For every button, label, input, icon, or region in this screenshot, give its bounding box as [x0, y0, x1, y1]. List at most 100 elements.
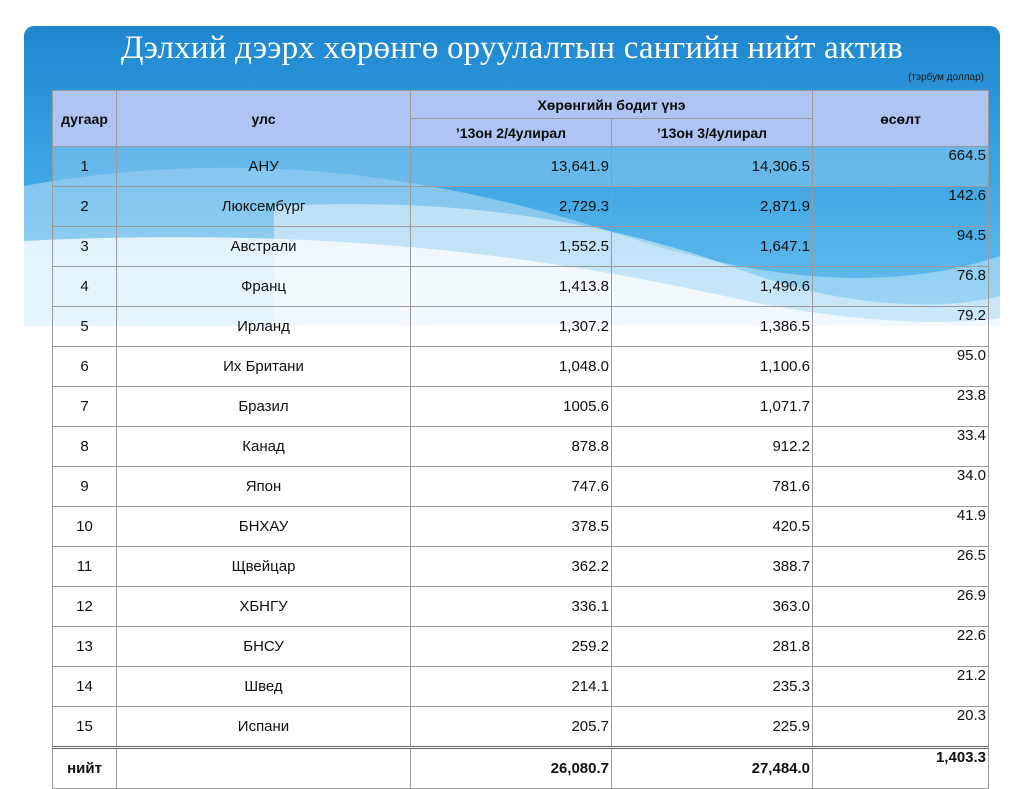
total-country-cell: [116, 746, 411, 789]
row-growth: 95.0: [812, 346, 990, 387]
row-num: 15: [52, 706, 117, 748]
header-num: дугаар: [52, 90, 117, 147]
table-row: 12 ХБНГУ 336.1 363.0 26.9: [52, 586, 990, 627]
row-q3: 1,071.7: [610, 386, 814, 427]
total-row: нийт 26,080.7 27,484.0 1,403.3: [52, 746, 990, 789]
row-growth: 22.6: [812, 626, 990, 667]
row-num: 3: [52, 226, 117, 267]
row-q2: 747.6: [410, 466, 612, 507]
row-country: БНСУ: [116, 626, 411, 667]
row-q3: 1,386.5: [610, 306, 814, 347]
table-row: 10 БНХАУ 378.5 420.5 41.9: [52, 506, 990, 547]
row-q2: 205.7: [410, 706, 612, 748]
row-num: 5: [52, 306, 117, 347]
row-q3: 912.2: [610, 426, 814, 467]
total-q3: 27,484.0: [610, 746, 814, 789]
table-row: 13 БНСУ 259.2 281.8 22.6: [52, 626, 990, 667]
header-value-group: Хөрөнгийн бодит үнэ: [409, 90, 814, 119]
header-country: улс: [116, 90, 411, 147]
table-row: 5 Ирланд 1,307.2 1,386.5 79.2: [52, 306, 990, 347]
row-q3: 1,647.1: [610, 226, 814, 267]
row-growth: 20.3: [812, 706, 990, 748]
row-num: 7: [52, 386, 117, 427]
row-country: БНХАУ: [116, 506, 411, 547]
row-q2: 1,307.2: [410, 306, 612, 347]
row-num: 11: [52, 546, 117, 587]
row-q2: 1,413.8: [410, 266, 612, 307]
header-q2: ’13он 2/4улирал: [410, 118, 612, 147]
row-num: 4: [52, 266, 117, 307]
row-country: Франц: [116, 266, 411, 307]
row-q2: 378.5: [410, 506, 612, 547]
table-row: 1 АНУ 13,641.9 14,306.5 664.5: [52, 146, 990, 187]
row-q2: 1005.6: [410, 386, 612, 427]
row-country: Канад: [116, 426, 411, 467]
table-row: 7 Бразил 1005.6 1,071.7 23.8: [52, 386, 990, 427]
row-growth: 23.8: [812, 386, 990, 427]
page-title: Дэлхий дээрх хөрөнгө оруулалтын сангийн …: [121, 30, 903, 66]
row-growth: 94.5: [812, 226, 990, 267]
row-growth: 21.2: [812, 666, 990, 707]
row-num: 10: [52, 506, 117, 547]
table-row: 14 Швед 214.1 235.3 21.2: [52, 666, 990, 707]
row-num: 14: [52, 666, 117, 707]
total-growth: 1,403.3: [812, 746, 990, 789]
row-growth: 76.8: [812, 266, 990, 307]
row-growth: 34.0: [812, 466, 990, 507]
row-num: 8: [52, 426, 117, 467]
table-row: 15 Испани 205.7 225.9 20.3: [52, 706, 990, 748]
row-q2: 13,641.9: [410, 146, 612, 187]
row-num: 12: [52, 586, 117, 627]
row-num: 2: [52, 186, 117, 227]
row-num: 1: [52, 146, 117, 187]
assets-table: дугаар улс Хөрөнгийн бодит үнэ өсөлт ’13…: [52, 90, 990, 789]
row-q3: 225.9: [610, 706, 814, 748]
total-label: нийт: [52, 746, 117, 789]
header-growth: өсөлт: [812, 90, 990, 147]
row-country: Австрали: [116, 226, 411, 267]
total-q2: 26,080.7: [410, 746, 612, 789]
row-country: Япон: [116, 466, 411, 507]
row-country: Их Британи: [116, 346, 411, 387]
row-q2: 1,048.0: [410, 346, 612, 387]
row-num: 9: [52, 466, 117, 507]
row-growth: 79.2: [812, 306, 990, 347]
table-row: 9 Япон 747.6 781.6 34.0: [52, 466, 990, 507]
unit-label: (тэрбум доллар): [908, 72, 984, 83]
table-row: 3 Австрали 1,552.5 1,647.1 94.5: [52, 226, 990, 267]
row-q3: 420.5: [610, 506, 814, 547]
row-q3: 363.0: [610, 586, 814, 627]
row-growth: 33.4: [812, 426, 990, 467]
table-row: 2 Люксембүрг 2,729.3 2,871.9 142.6: [52, 186, 990, 227]
row-q2: 336.1: [410, 586, 612, 627]
row-country: Испани: [116, 706, 411, 748]
row-num: 6: [52, 346, 117, 387]
row-q2: 214.1: [410, 666, 612, 707]
row-q3: 235.3: [610, 666, 814, 707]
row-q3: 781.6: [610, 466, 814, 507]
table-row: 8 Канад 878.8 912.2 33.4: [52, 426, 990, 467]
row-growth: 26.9: [812, 586, 990, 627]
row-growth: 41.9: [812, 506, 990, 547]
row-q2: 259.2: [410, 626, 612, 667]
row-country: Ирланд: [116, 306, 411, 347]
row-country: Бразил: [116, 386, 411, 427]
row-q3: 388.7: [610, 546, 814, 587]
row-growth: 26.5: [812, 546, 990, 587]
row-q3: 281.8: [610, 626, 814, 667]
row-q3: 14,306.5: [610, 146, 814, 187]
row-country: Швед: [116, 666, 411, 707]
row-q2: 2,729.3: [410, 186, 612, 227]
header-q3: ’13он 3/4улирал: [610, 118, 814, 147]
row-q3: 1,490.6: [610, 266, 814, 307]
table-row: 6 Их Британи 1,048.0 1,100.6 95.0: [52, 346, 990, 387]
row-growth: 142.6: [812, 186, 990, 227]
table-row: 4 Франц 1,413.8 1,490.6 76.8: [52, 266, 990, 307]
row-country: Щвейцар: [116, 546, 411, 587]
row-growth: 664.5: [812, 146, 990, 187]
row-num: 13: [52, 626, 117, 667]
row-q2: 1,552.5: [410, 226, 612, 267]
row-q3: 1,100.6: [610, 346, 814, 387]
table-row: 11 Щвейцар 362.2 388.7 26.5: [52, 546, 990, 587]
row-q2: 878.8: [410, 426, 612, 467]
